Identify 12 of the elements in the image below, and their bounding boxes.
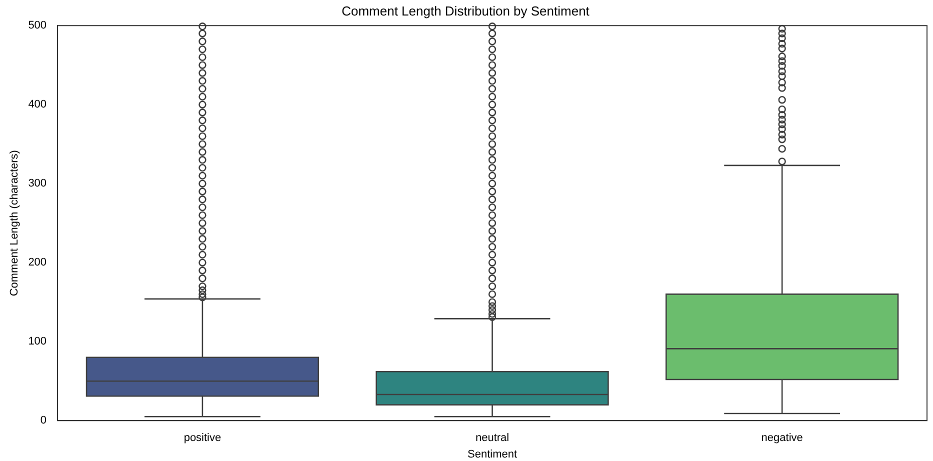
y-tick-label: 0 (40, 414, 47, 427)
y-tick-label: 400 (28, 98, 47, 111)
chart-title: Comment Length Distribution by Sentiment (342, 3, 590, 18)
y-tick-label: 200 (28, 256, 47, 269)
x-tick-label: positive (184, 432, 222, 444)
y-axis-title: Comment Length (characters) (8, 150, 21, 296)
x-tick-label: neutral (475, 432, 510, 444)
y-tick-label: 300 (28, 178, 47, 190)
x-tick-label: negative (761, 432, 803, 444)
y-tick-label: 100 (28, 336, 47, 348)
y-tick-label: 500 (28, 20, 47, 32)
x-axis-title: Sentiment (468, 448, 518, 460)
